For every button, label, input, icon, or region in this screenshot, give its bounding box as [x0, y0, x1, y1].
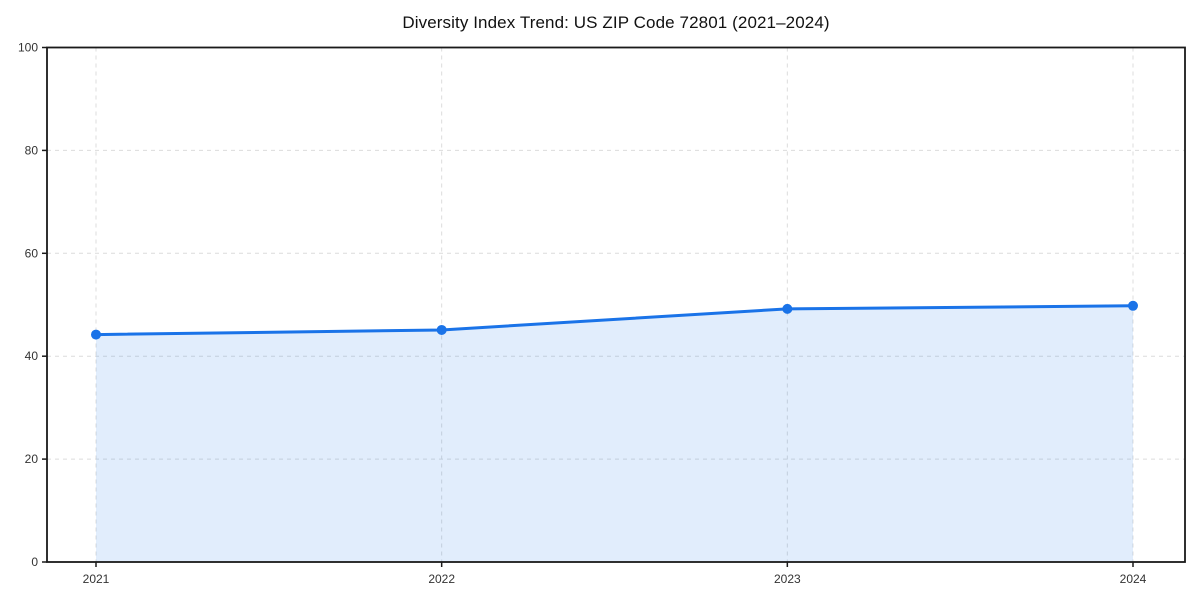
plot-border — [46, 46, 1186, 563]
chart-title: Diversity Index Trend: US ZIP Code 72801… — [402, 13, 830, 32]
y-tick-label: 100 — [18, 41, 38, 55]
trend-line — [94, 304, 1135, 337]
y-tick-label: 80 — [25, 143, 39, 157]
x-tick-label: 2022 — [428, 572, 455, 586]
x-tick-label: 2024 — [1120, 572, 1147, 586]
y-tick-label: 20 — [25, 452, 39, 466]
data-point-2021 — [91, 329, 101, 340]
area-fill — [96, 305, 1133, 562]
x-tick-label: 2023 — [774, 572, 801, 586]
x-tick-label: 2021 — [83, 572, 110, 586]
y-tick-label: 0 — [31, 555, 38, 569]
data-point-2022 — [436, 324, 447, 335]
data-point-2023 — [782, 303, 793, 314]
data-point-2024 — [1128, 300, 1138, 311]
y-tick-label: 40 — [25, 349, 39, 363]
y-tick-label: 60 — [25, 246, 39, 260]
